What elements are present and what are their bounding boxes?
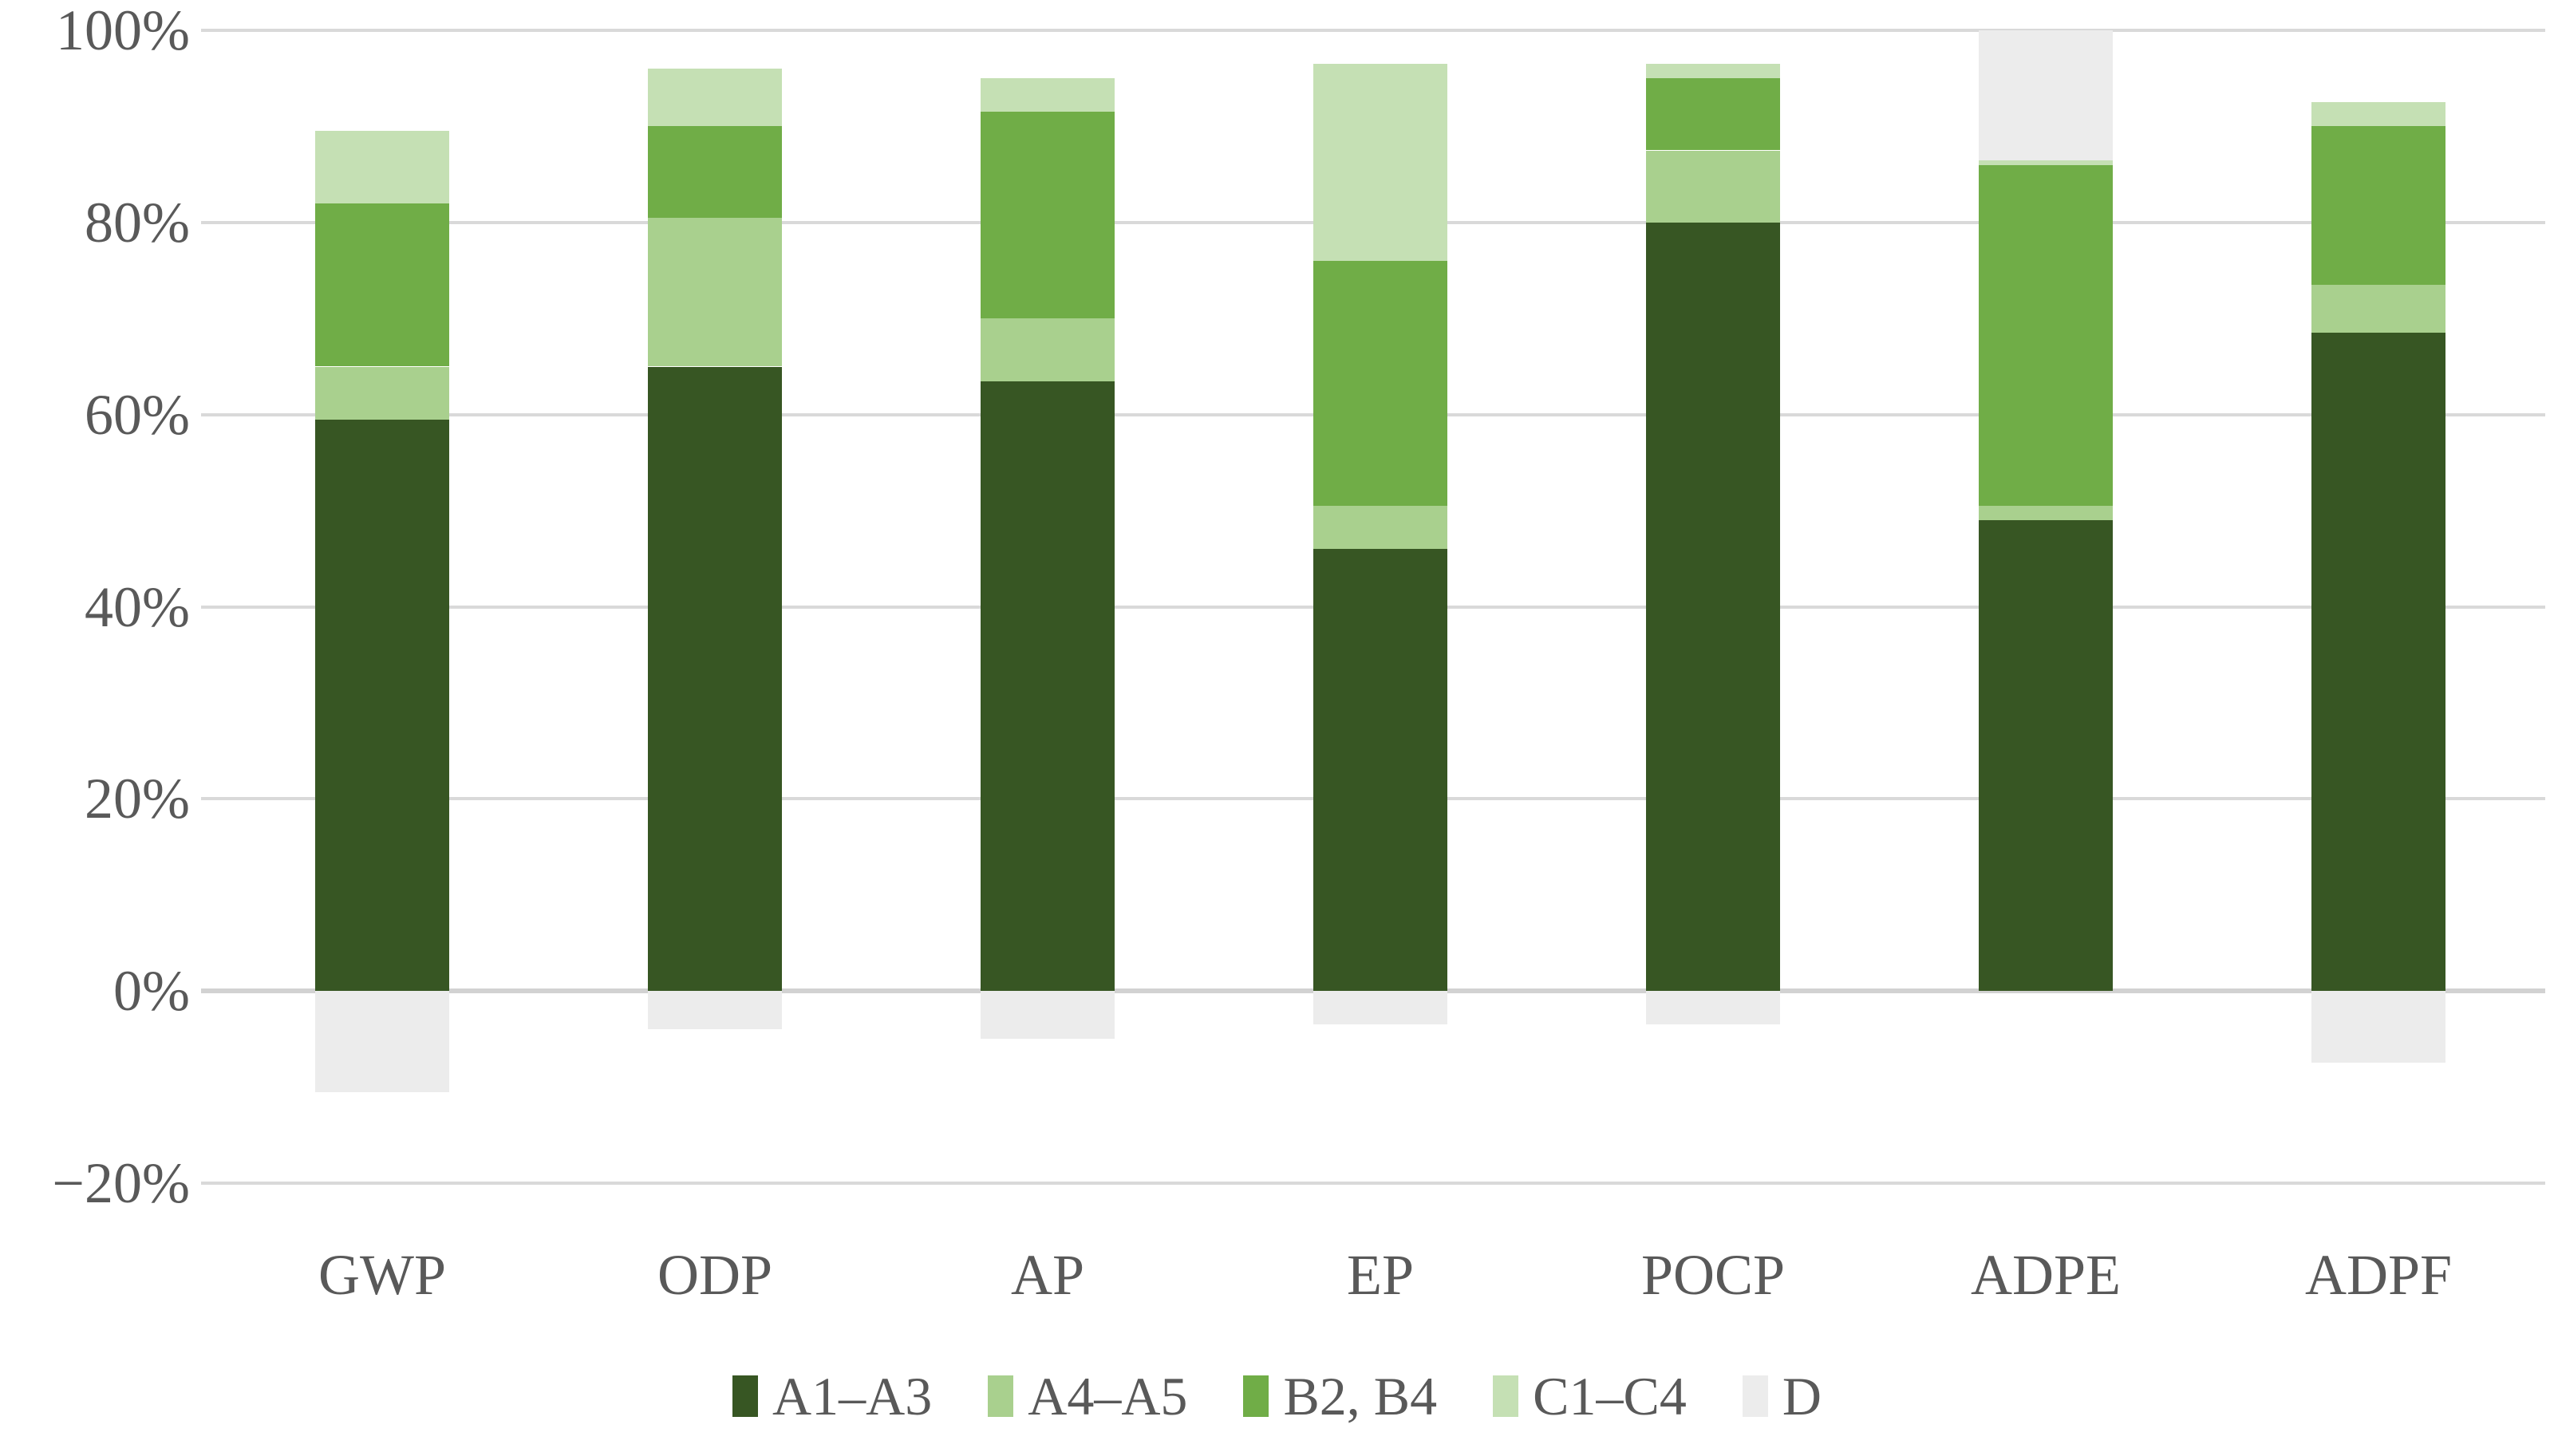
- legend-label: C1–C4: [1533, 1366, 1687, 1426]
- bar-segment-ADPF-B2-B4: [2311, 126, 2445, 286]
- bar-segment-ADPF-D: [2311, 991, 2445, 1063]
- bar-segment-ADPE-A4-A5: [1979, 506, 2113, 521]
- legend-label: A1–A3: [772, 1366, 933, 1426]
- bar-segment-EP-C1-C4: [1313, 64, 1447, 261]
- legend-item-B2-B4: B2, B4: [1243, 1366, 1437, 1426]
- y-tick-label: 20%: [85, 767, 190, 831]
- legend-item-C1-C4: C1–C4: [1493, 1366, 1687, 1426]
- legend-swatch-icon: [1742, 1375, 1768, 1417]
- bar-segment-GWP-A1-A3: [315, 419, 449, 992]
- legend-item-A4-A5: A4–A5: [988, 1366, 1187, 1426]
- bar-segment-EP-B2-B4: [1313, 261, 1447, 507]
- y-tick-label: 100%: [56, 0, 190, 62]
- bar-segment-POCP-A4-A5: [1646, 150, 1780, 223]
- legend-swatch-icon: [988, 1375, 1014, 1417]
- bar-segment-ODP-D: [648, 991, 782, 1030]
- gridline-100pct: [201, 29, 2545, 32]
- bar-segment-AP-C1-C4: [981, 78, 1115, 112]
- y-tick-label: 80%: [85, 191, 190, 255]
- y-tick-label: −20%: [52, 1151, 190, 1215]
- y-tick-label: 60%: [85, 383, 190, 447]
- legend-swatch-icon: [1493, 1375, 1519, 1417]
- bar-segment-ODP-B2-B4: [648, 126, 782, 218]
- x-category-label-ADPE: ADPE: [1970, 1243, 2121, 1307]
- bar-segment-ADPF-A1-A3: [2311, 333, 2445, 992]
- bar-segment-POCP-C1-C4: [1646, 64, 1780, 79]
- bar-segment-ODP-C1-C4: [648, 69, 782, 127]
- bar-segment-POCP-D: [1646, 991, 1780, 1025]
- y-tick-label: 40%: [85, 575, 190, 639]
- legend-swatch-icon: [732, 1375, 758, 1417]
- bar-segment-ADPE-C1-C4: [1979, 160, 2113, 165]
- bar-segment-GWP-A4-A5: [315, 366, 449, 420]
- bar-segment-ADPE-A1-A3: [1979, 520, 2113, 992]
- x-category-label-POCP: POCP: [1640, 1243, 1786, 1307]
- x-category-label-AP: AP: [1010, 1243, 1085, 1307]
- bar-segment-ADPF-C1-C4: [2311, 102, 2445, 127]
- bar-segment-EP-D: [1313, 991, 1447, 1025]
- bar-segment-GWP-D: [315, 991, 449, 1092]
- legend-item-D: D: [1742, 1366, 1822, 1426]
- bar-segment-POCP-A1-A3: [1646, 222, 1780, 992]
- legend-label: D: [1782, 1366, 1822, 1426]
- x-category-label-GWP: GWP: [318, 1243, 446, 1307]
- bar-segment-GWP-C1-C4: [315, 131, 449, 203]
- bar-segment-EP-A1-A3: [1313, 549, 1447, 992]
- bar-segment-ODP-A4-A5: [648, 217, 782, 367]
- legend-swatch-icon: [1243, 1375, 1269, 1417]
- bar-segment-POCP-B2-B4: [1646, 78, 1780, 151]
- bar-segment-EP-A4-A5: [1313, 506, 1447, 550]
- x-category-label-ODP: ODP: [657, 1243, 773, 1307]
- bar-segment-ADPE-B2-B4: [1979, 164, 2113, 507]
- bar-segment-ODP-A1-A3: [648, 366, 782, 992]
- bar-segment-ADPE-D: [1979, 30, 2113, 160]
- bar-segment-ADPF-A4-A5: [2311, 285, 2445, 333]
- bar-segment-AP-B2-B4: [981, 112, 1115, 319]
- legend-label: A4–A5: [1028, 1366, 1188, 1426]
- x-category-label-ADPF: ADPF: [2304, 1243, 2453, 1307]
- legend-item-A1-A3: A1–A3: [732, 1366, 932, 1426]
- bar-segment-GWP-B2-B4: [315, 203, 449, 367]
- y-tick-label: 0%: [113, 959, 190, 1023]
- bar-segment-AP-A1-A3: [981, 381, 1115, 992]
- gridline--20pct: [201, 1182, 2545, 1185]
- x-category-label-EP: EP: [1346, 1243, 1415, 1307]
- bar-segment-AP-A4-A5: [981, 318, 1115, 381]
- legend-label: B2, B4: [1283, 1366, 1438, 1426]
- bar-segment-AP-D: [981, 991, 1115, 1040]
- legend: A1–A3 A4–A5 B2, B4 C1–C4 D: [0, 1366, 2554, 1426]
